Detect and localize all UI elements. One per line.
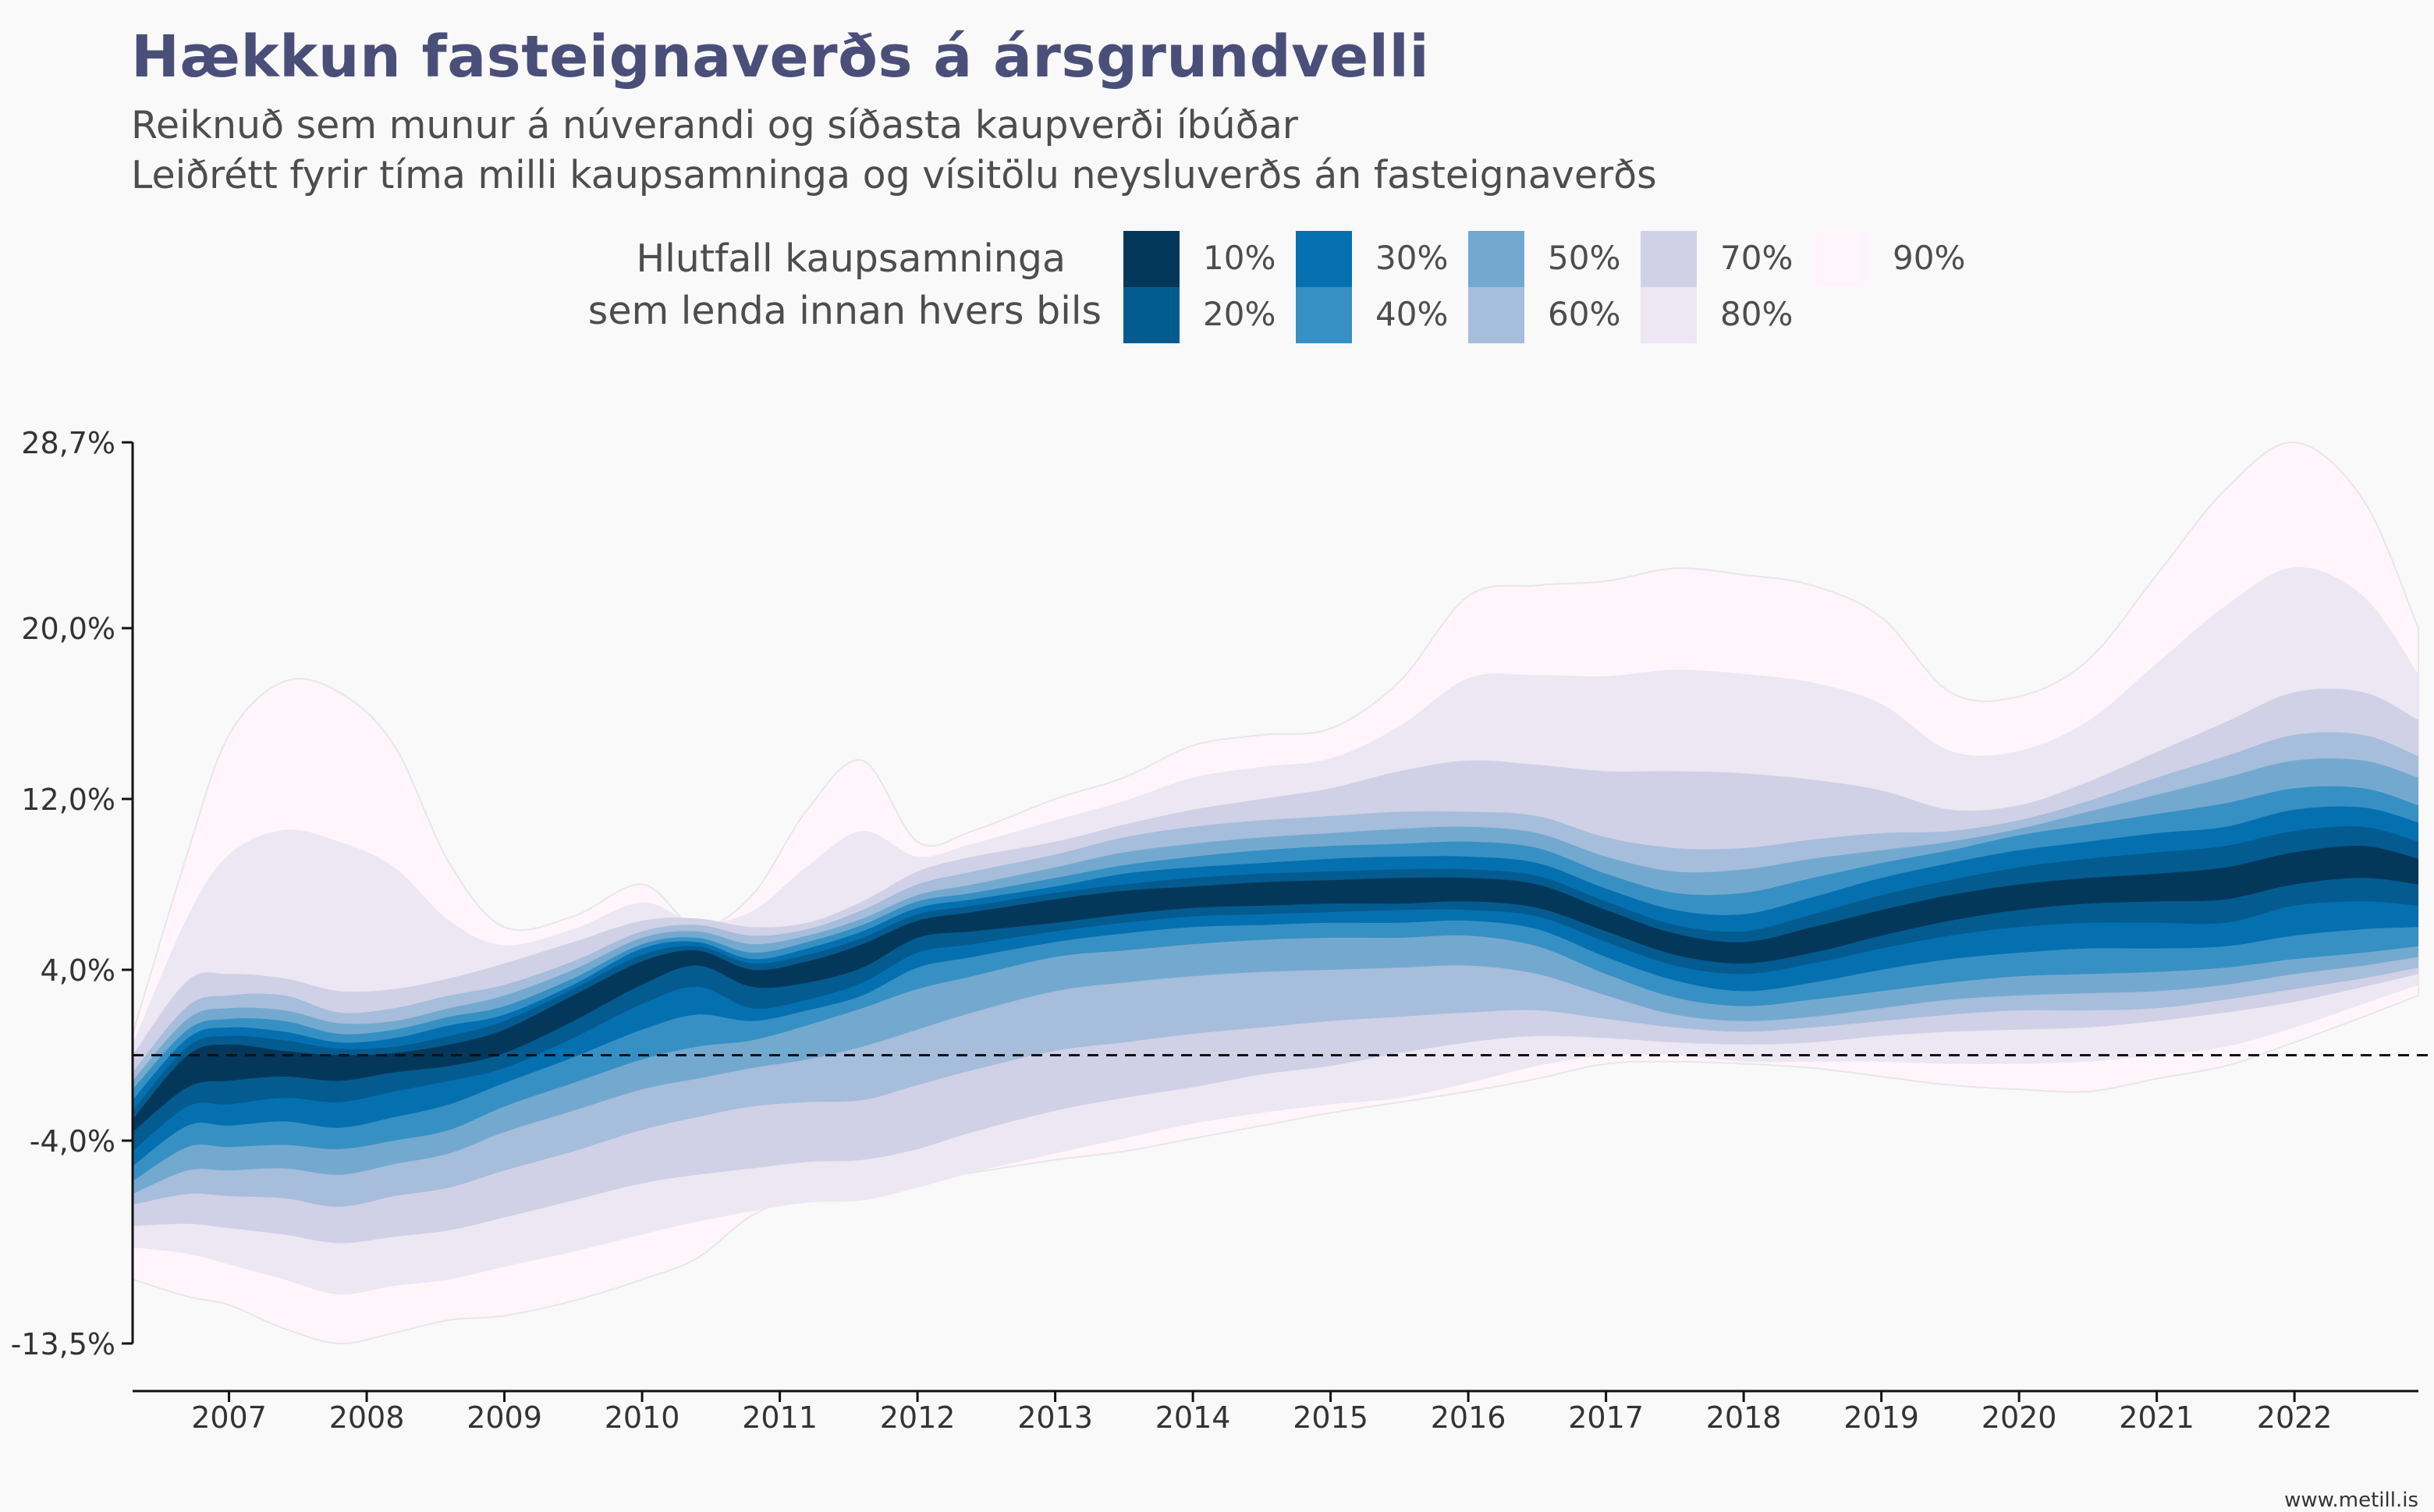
y-tick-label: 12,0% — [21, 783, 115, 817]
x-tick-label: 2022 — [2257, 1400, 2333, 1435]
band-50 — [133, 758, 2418, 1194]
y-tick-label: 20,0% — [21, 612, 115, 646]
y-tick-label: 4,0% — [40, 953, 115, 988]
x-tick-label: 2018 — [1706, 1400, 1782, 1435]
legend-key-80 — [1641, 287, 1697, 343]
x-tick-label: 2020 — [1982, 1400, 2057, 1435]
y-tick-label: 28,7% — [21, 426, 115, 460]
legend-label-10: 10% — [1203, 239, 1276, 277]
legend-key-40 — [1296, 287, 1352, 343]
x-tick-label: 2014 — [1155, 1400, 1231, 1435]
x-tick-label: 2017 — [1568, 1400, 1644, 1435]
x-tick-label: 2012 — [880, 1400, 956, 1435]
x-tick-label: 2011 — [742, 1400, 818, 1435]
x-tick-label: 2015 — [1293, 1400, 1368, 1435]
legend-key-70 — [1641, 231, 1697, 287]
x-tick-label: 2013 — [1017, 1400, 1093, 1435]
band-20 — [133, 825, 2418, 1152]
chart-title: Hækkun fasteignaverðs á ársgrundvelli — [131, 23, 1430, 91]
legend-label-20: 20% — [1203, 295, 1276, 333]
x-tick-label: 2007 — [191, 1400, 267, 1435]
source-credit: www.metill.is — [2284, 1489, 2418, 1512]
y-tick-label: -13,5% — [11, 1327, 115, 1361]
band-10 — [133, 846, 2418, 1132]
legend-label-40: 40% — [1375, 295, 1449, 333]
x-tick-label: 2021 — [2119, 1400, 2195, 1435]
x-tick-label: 2016 — [1431, 1400, 1506, 1435]
legend-label-80: 80% — [1720, 295, 1794, 333]
legend-label-50: 50% — [1548, 239, 1621, 277]
x-tick-label: 2010 — [605, 1400, 680, 1435]
legend-label-70: 70% — [1720, 239, 1794, 277]
legend-label-60: 60% — [1548, 295, 1621, 333]
x-tick-label: 2019 — [1843, 1400, 1919, 1435]
chart-subtitle-line-1: Reiknuð sem munur á núverandi og síðasta… — [131, 103, 1298, 147]
legend-key-50 — [1468, 231, 1524, 287]
band-40 — [133, 786, 2418, 1181]
y-tick-label: -4,0% — [30, 1124, 115, 1159]
legend-label-30: 30% — [1375, 239, 1449, 277]
legend-key-60 — [1468, 287, 1524, 343]
legend-label-90: 90% — [1893, 239, 1966, 277]
chart-subtitle-line-2: Leiðrétt fyrir tíma milli kaupsamninga o… — [131, 153, 1657, 197]
legend-key-20 — [1123, 287, 1180, 343]
band-30 — [133, 806, 2418, 1166]
x-tick-label: 2009 — [467, 1400, 542, 1435]
legend-key-10 — [1123, 231, 1180, 287]
legend-title-line-2: sem lenda innan hvers bils — [587, 289, 1102, 333]
legend-key-90 — [1813, 231, 1869, 287]
x-tick-label: 2008 — [329, 1400, 405, 1435]
legend-key-30 — [1296, 231, 1352, 287]
legend-title-line-1: Hlutfall kaupsamninga — [636, 236, 1066, 281]
